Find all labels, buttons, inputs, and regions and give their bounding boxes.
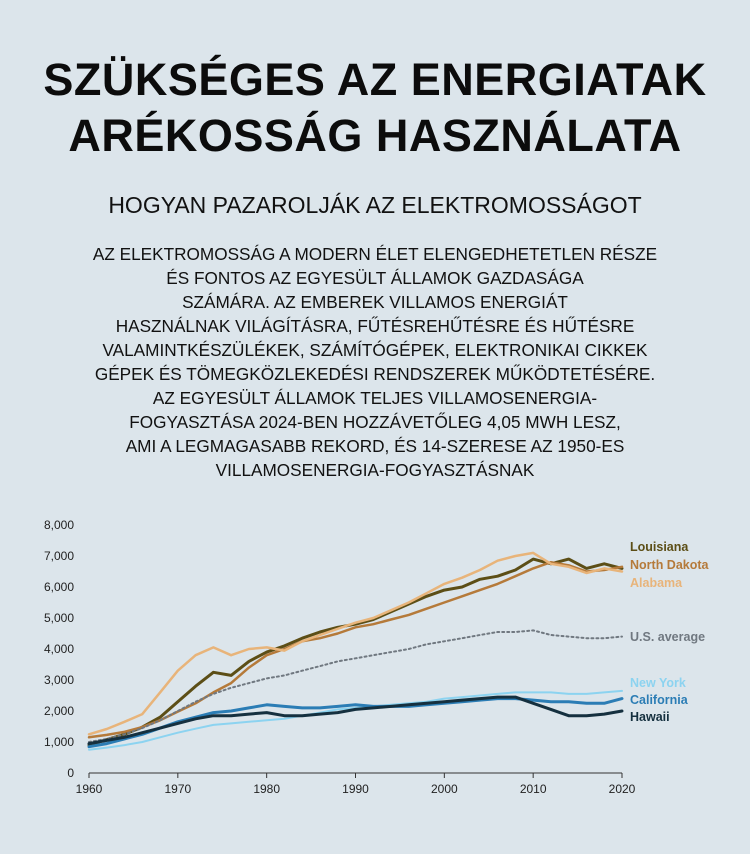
legend: Louisiana North Dakota Alabama U.S. average… <box>630 540 710 724</box>
body-line: GÉPEK ÉS TÖMEGKÖZLEKEDÉSI RENDSZEREK MŰK… <box>94 364 656 384</box>
y-tick-label: 0 <box>67 766 74 780</box>
body-line: HASZNÁLNAK VILÁGÍTÁSRA, FŰTÉSREHŰTÉSRE É… <box>115 316 635 336</box>
legend-label-hawaii: Hawaii <box>630 710 670 724</box>
body-line: VALAMINTKÉSZÜLÉKEK, SZÁMÍTÓGÉPEK, ELEKTR… <box>102 340 648 360</box>
x-tick-label: 2010 <box>520 782 547 796</box>
body-line: AZ ELEKTROMOSSÁG A MODERN ÉLET ELENGEDHE… <box>92 244 658 264</box>
x-tick-label: 2000 <box>431 782 458 796</box>
series-line-u-s-average <box>88 629 623 743</box>
body-line: AMI A LEGMAGASABB REKORD, ÉS 14-SZERESE … <box>125 436 625 456</box>
body-paragraph: AZ ELEKTROMOSSÁG A MODERN ÉLET ELENGEDHE… <box>30 242 720 482</box>
body-line: SZÁMÁRA. AZ EMBEREK VILLAMOS ENERGIÁT <box>182 292 568 312</box>
series-lines <box>87 551 624 751</box>
series-line-louisiana <box>87 557 624 747</box>
y-tick-label: 6,000 <box>44 580 74 594</box>
y-axis-ticks: 0 1,000 2,000 3,000 4,000 5,000 6,000 7,000 8,00… <box>44 518 74 780</box>
title-line-1: SZÜKSÉGES AZ ENERGIATAK <box>43 54 707 105</box>
legend-label-north-dakota: North Dakota <box>630 558 710 572</box>
y-tick-label: 8,000 <box>44 518 74 532</box>
series-line-hawaii <box>87 695 624 746</box>
page-title: SZÜKSÉGES AZ ENERGIATAK ARÉKOSSÁG HASZNÁ… <box>0 52 750 164</box>
x-tick-label: 1970 <box>164 782 191 796</box>
body-line: FOGYASZTÁSA 2024-BEN HOZZÁVETŐLEG 4,05 M… <box>129 412 621 432</box>
legend-label-u-s-average: U.S. average <box>630 630 705 644</box>
series-line-alabama <box>87 551 624 736</box>
series-line-california <box>87 697 624 749</box>
y-tick-label: 7,000 <box>44 549 74 563</box>
y-tick-label: 3,000 <box>44 673 74 687</box>
page-subtitle: HOGYAN PAZAROLJÁK AZ ELEKTROMOSSÁGOT <box>108 192 642 218</box>
legend-label-new-york: New York <box>630 676 686 690</box>
x-axis: 1960 1970 1980 1990 2000 2010 2020 <box>76 772 636 796</box>
legend-label-louisiana: Louisiana <box>630 540 689 554</box>
y-tick-label: 5,000 <box>44 611 74 625</box>
x-tick-label: 1980 <box>253 782 280 796</box>
y-tick-label: 2,000 <box>44 704 74 718</box>
body-line: VILLAMOSENERGIA-FOGYASZTÁSNAK <box>215 460 535 480</box>
x-tick-label: 1990 <box>342 782 369 796</box>
legend-label-california: California <box>630 693 689 707</box>
electricity-consumption-line-chart: 0 1,000 2,000 3,000 4,000 5,000 6,000 7,000 8,00… <box>44 518 710 796</box>
body-line: AZ EGYESÜLT ÁLLAMOK TELJES VILLAMOSENERG… <box>152 388 598 408</box>
y-tick-label: 1,000 <box>44 735 74 749</box>
title-line-2: ARÉKOSSÁG HASZNÁLATA <box>68 110 682 161</box>
y-tick-label: 4,000 <box>44 642 74 656</box>
x-tick-label: 2020 <box>609 782 636 796</box>
x-tick-label: 1960 <box>76 782 103 796</box>
legend-label-alabama: Alabama <box>630 576 683 590</box>
body-line: ÉS FONTOS AZ EGYESÜLT ÁLLAMOK GAZDASÁGA <box>166 268 584 288</box>
